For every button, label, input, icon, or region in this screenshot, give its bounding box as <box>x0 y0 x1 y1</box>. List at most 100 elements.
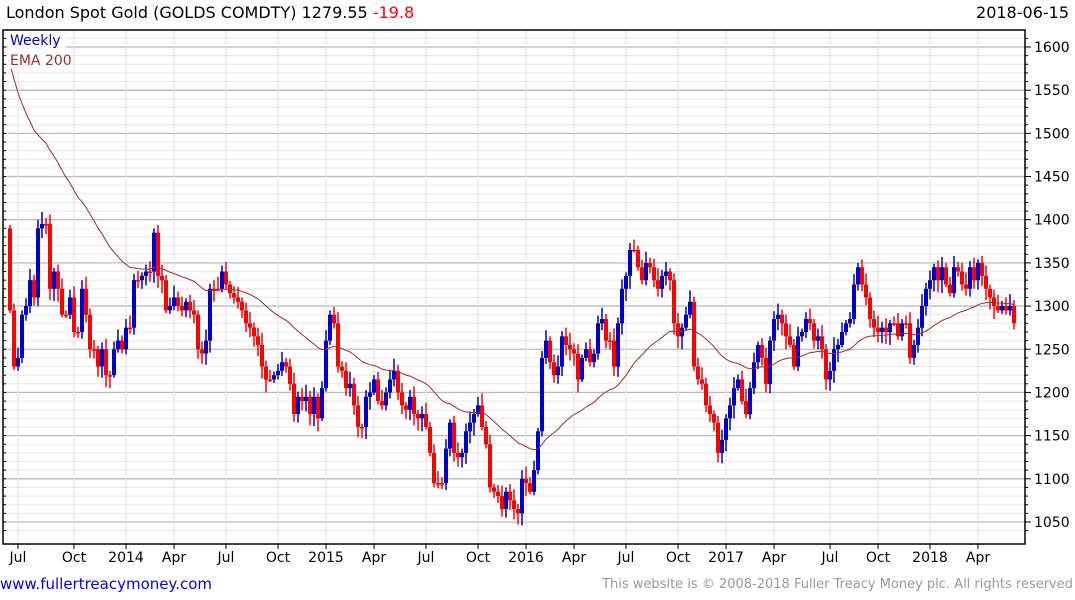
candle <box>736 374 740 391</box>
candle-body <box>60 288 64 315</box>
candle-body <box>892 323 896 325</box>
candle-body <box>712 414 716 423</box>
candle-body <box>572 349 576 354</box>
candle <box>944 262 948 288</box>
candle-body <box>172 297 176 307</box>
candle-body <box>476 405 480 415</box>
candle <box>36 219 40 307</box>
candle-body <box>692 301 696 367</box>
candle <box>712 410 716 432</box>
candle <box>148 261 152 282</box>
candle-body <box>28 280 32 307</box>
candle <box>692 296 696 371</box>
candle-body <box>76 331 80 334</box>
candle <box>360 423 364 439</box>
candle <box>848 312 852 328</box>
candle <box>1008 293 1012 316</box>
candle <box>776 303 780 331</box>
candle-body <box>276 370 280 376</box>
x-tick-label: Apr <box>966 550 990 566</box>
candle-body <box>824 349 828 380</box>
candle <box>992 289 996 320</box>
candle-body <box>20 314 24 358</box>
candle-body <box>752 362 756 389</box>
candle-body <box>616 323 620 367</box>
candle <box>968 261 972 297</box>
candle-body <box>128 327 132 330</box>
candle <box>616 317 620 377</box>
candle <box>28 268 32 313</box>
candle <box>276 363 280 380</box>
candle-body <box>432 452 436 484</box>
candle-body <box>524 478 528 484</box>
candle <box>752 352 756 395</box>
candle <box>608 331 612 350</box>
candle-body <box>192 310 196 315</box>
chart-title: London Spot Gold (GOLDS COMDTY) 1279.55 … <box>6 3 414 22</box>
x-tick-label: Apr <box>762 550 786 566</box>
copyright: This website is © 2008-2018 Fuller Treac… <box>602 577 1073 592</box>
y-tick-label: 1400 <box>1034 213 1070 229</box>
candle <box>684 306 688 331</box>
candle <box>924 282 928 316</box>
candle-body <box>212 288 216 291</box>
candle-body <box>852 284 856 320</box>
candle-body <box>320 388 324 419</box>
candle <box>512 489 516 520</box>
website-link[interactable]: www.fullertreacymoney.com <box>0 575 213 593</box>
candle-body <box>388 379 392 393</box>
candle <box>952 255 956 298</box>
x-tick-label: 2014 <box>108 550 144 566</box>
candle <box>420 406 424 432</box>
candle <box>220 265 224 293</box>
candle-body <box>236 297 240 302</box>
candle <box>804 312 808 339</box>
candle-body <box>968 267 972 289</box>
candle-body <box>888 323 892 332</box>
candle <box>928 270 932 300</box>
candle <box>500 485 504 517</box>
candle-body <box>116 340 120 350</box>
candle-body <box>548 340 552 363</box>
candle <box>576 344 580 393</box>
candle-body <box>288 366 292 384</box>
price-change: -19.8 <box>372 3 415 22</box>
candle-body <box>560 336 564 367</box>
x-tick-label: Jul <box>9 550 27 566</box>
candle <box>232 286 236 304</box>
candle-body <box>48 224 52 289</box>
candle-body <box>440 483 444 485</box>
candle <box>872 310 876 338</box>
candle <box>136 270 140 288</box>
candle-body <box>112 349 116 376</box>
candle <box>124 319 128 355</box>
candle-body <box>700 379 704 384</box>
candle-body <box>412 396 416 415</box>
candle-body <box>404 405 408 410</box>
candle <box>592 349 596 368</box>
candle <box>192 300 196 324</box>
candle <box>664 262 668 286</box>
candle-body <box>676 323 680 337</box>
candle <box>792 338 796 370</box>
candle-body <box>100 349 104 367</box>
candle <box>484 420 488 449</box>
candle <box>312 387 316 427</box>
candle <box>516 503 520 525</box>
candle <box>984 265 988 301</box>
candle <box>772 311 776 351</box>
candle-body <box>588 349 592 363</box>
candle-body <box>180 306 184 311</box>
candle <box>932 263 936 292</box>
candle-body <box>728 405 732 419</box>
candle-body <box>856 267 860 285</box>
candle-body <box>160 275 164 281</box>
candle <box>620 279 624 335</box>
candle-body <box>1000 306 1004 311</box>
candle <box>376 371 380 405</box>
candle-body <box>240 301 244 311</box>
candle-body <box>104 349 108 376</box>
candle-body <box>784 323 788 337</box>
candle <box>284 357 288 373</box>
candle <box>248 312 252 338</box>
